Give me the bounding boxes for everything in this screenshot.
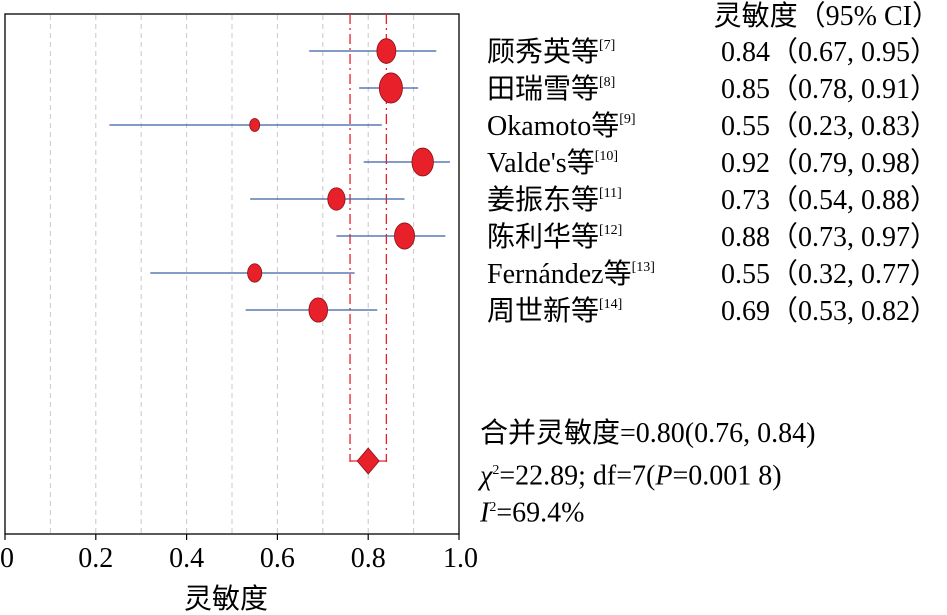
study-point-marker bbox=[247, 263, 263, 283]
study-ci-value: 0.85（0.78, 0.91） bbox=[721, 73, 938, 105]
study-name-label: Valde's等[10] bbox=[487, 147, 618, 179]
x-axis-label: 灵敏度 bbox=[184, 583, 268, 615]
study-name-label: 顾秀英等[7] bbox=[487, 36, 615, 68]
study-name-label: 田瑞雪等[8] bbox=[487, 73, 615, 105]
study-point-marker bbox=[308, 297, 329, 323]
study-point-marker bbox=[378, 72, 403, 104]
heterogeneity-i2-text: I2=69.4% bbox=[480, 497, 585, 529]
study-name-label: Fernández等[13] bbox=[487, 258, 655, 290]
x-tick-label: 0.4 bbox=[169, 543, 204, 574]
study-point-marker bbox=[376, 38, 397, 64]
study-ci-value: 0.55（0.32, 0.77） bbox=[721, 258, 938, 290]
study-labels: 顾秀英等[7] 0.84（0.67, 0.95） 田瑞雪等[8] 0.85（0.78,… bbox=[487, 36, 938, 327]
x-tick-label: 0.8 bbox=[351, 543, 386, 574]
study-ci-value: 0.88（0.73, 0.97） bbox=[721, 221, 938, 253]
study-ci-value: 0.55（0.23, 0.83） bbox=[721, 110, 938, 142]
study-point-marker bbox=[249, 118, 261, 132]
x-tick-label: 0.2 bbox=[78, 543, 113, 574]
study-ci-value: 0.73（0.54, 0.88） bbox=[721, 184, 938, 216]
grid-lines bbox=[49, 15, 415, 533]
study-name-label: Okamoto等[9] bbox=[487, 110, 636, 142]
pooled-sensitivity-text: 合并灵敏度=0.80(0.76, 0.84) bbox=[480, 418, 816, 449]
x-tick-label: 0.6 bbox=[260, 543, 295, 574]
pooled-estimate-diamond bbox=[356, 447, 380, 475]
study-name-label: 陈利华等[12] bbox=[487, 221, 622, 253]
study-markers bbox=[109, 38, 450, 323]
x-tick-label: 1.0 bbox=[443, 543, 478, 574]
study-ci-value: 0.92（0.79, 0.98） bbox=[721, 147, 938, 179]
heterogeneity-chi-text: χ2=22.89; df=7(P=0.001 8) bbox=[480, 460, 782, 492]
study-name-label: 姜振东等[11] bbox=[487, 184, 622, 216]
study-point-marker bbox=[327, 187, 346, 211]
study-name-label: 周世新等[14] bbox=[487, 295, 622, 327]
x-axis-ticks: 0 0.2 0.4 0.6 0.8 1.0 bbox=[0, 534, 478, 574]
study-ci-value: 0.84（0.67, 0.95） bbox=[721, 36, 938, 68]
ci-column-header: 灵敏度（95% CI） bbox=[714, 0, 940, 32]
pooled-diamond bbox=[350, 447, 387, 475]
plot-frame bbox=[4, 13, 460, 535]
study-ci-value: 0.69（0.53, 0.82） bbox=[721, 295, 938, 327]
study-point-marker bbox=[394, 222, 415, 250]
x-tick-label: 0 bbox=[0, 543, 14, 574]
study-point-marker bbox=[411, 147, 434, 177]
